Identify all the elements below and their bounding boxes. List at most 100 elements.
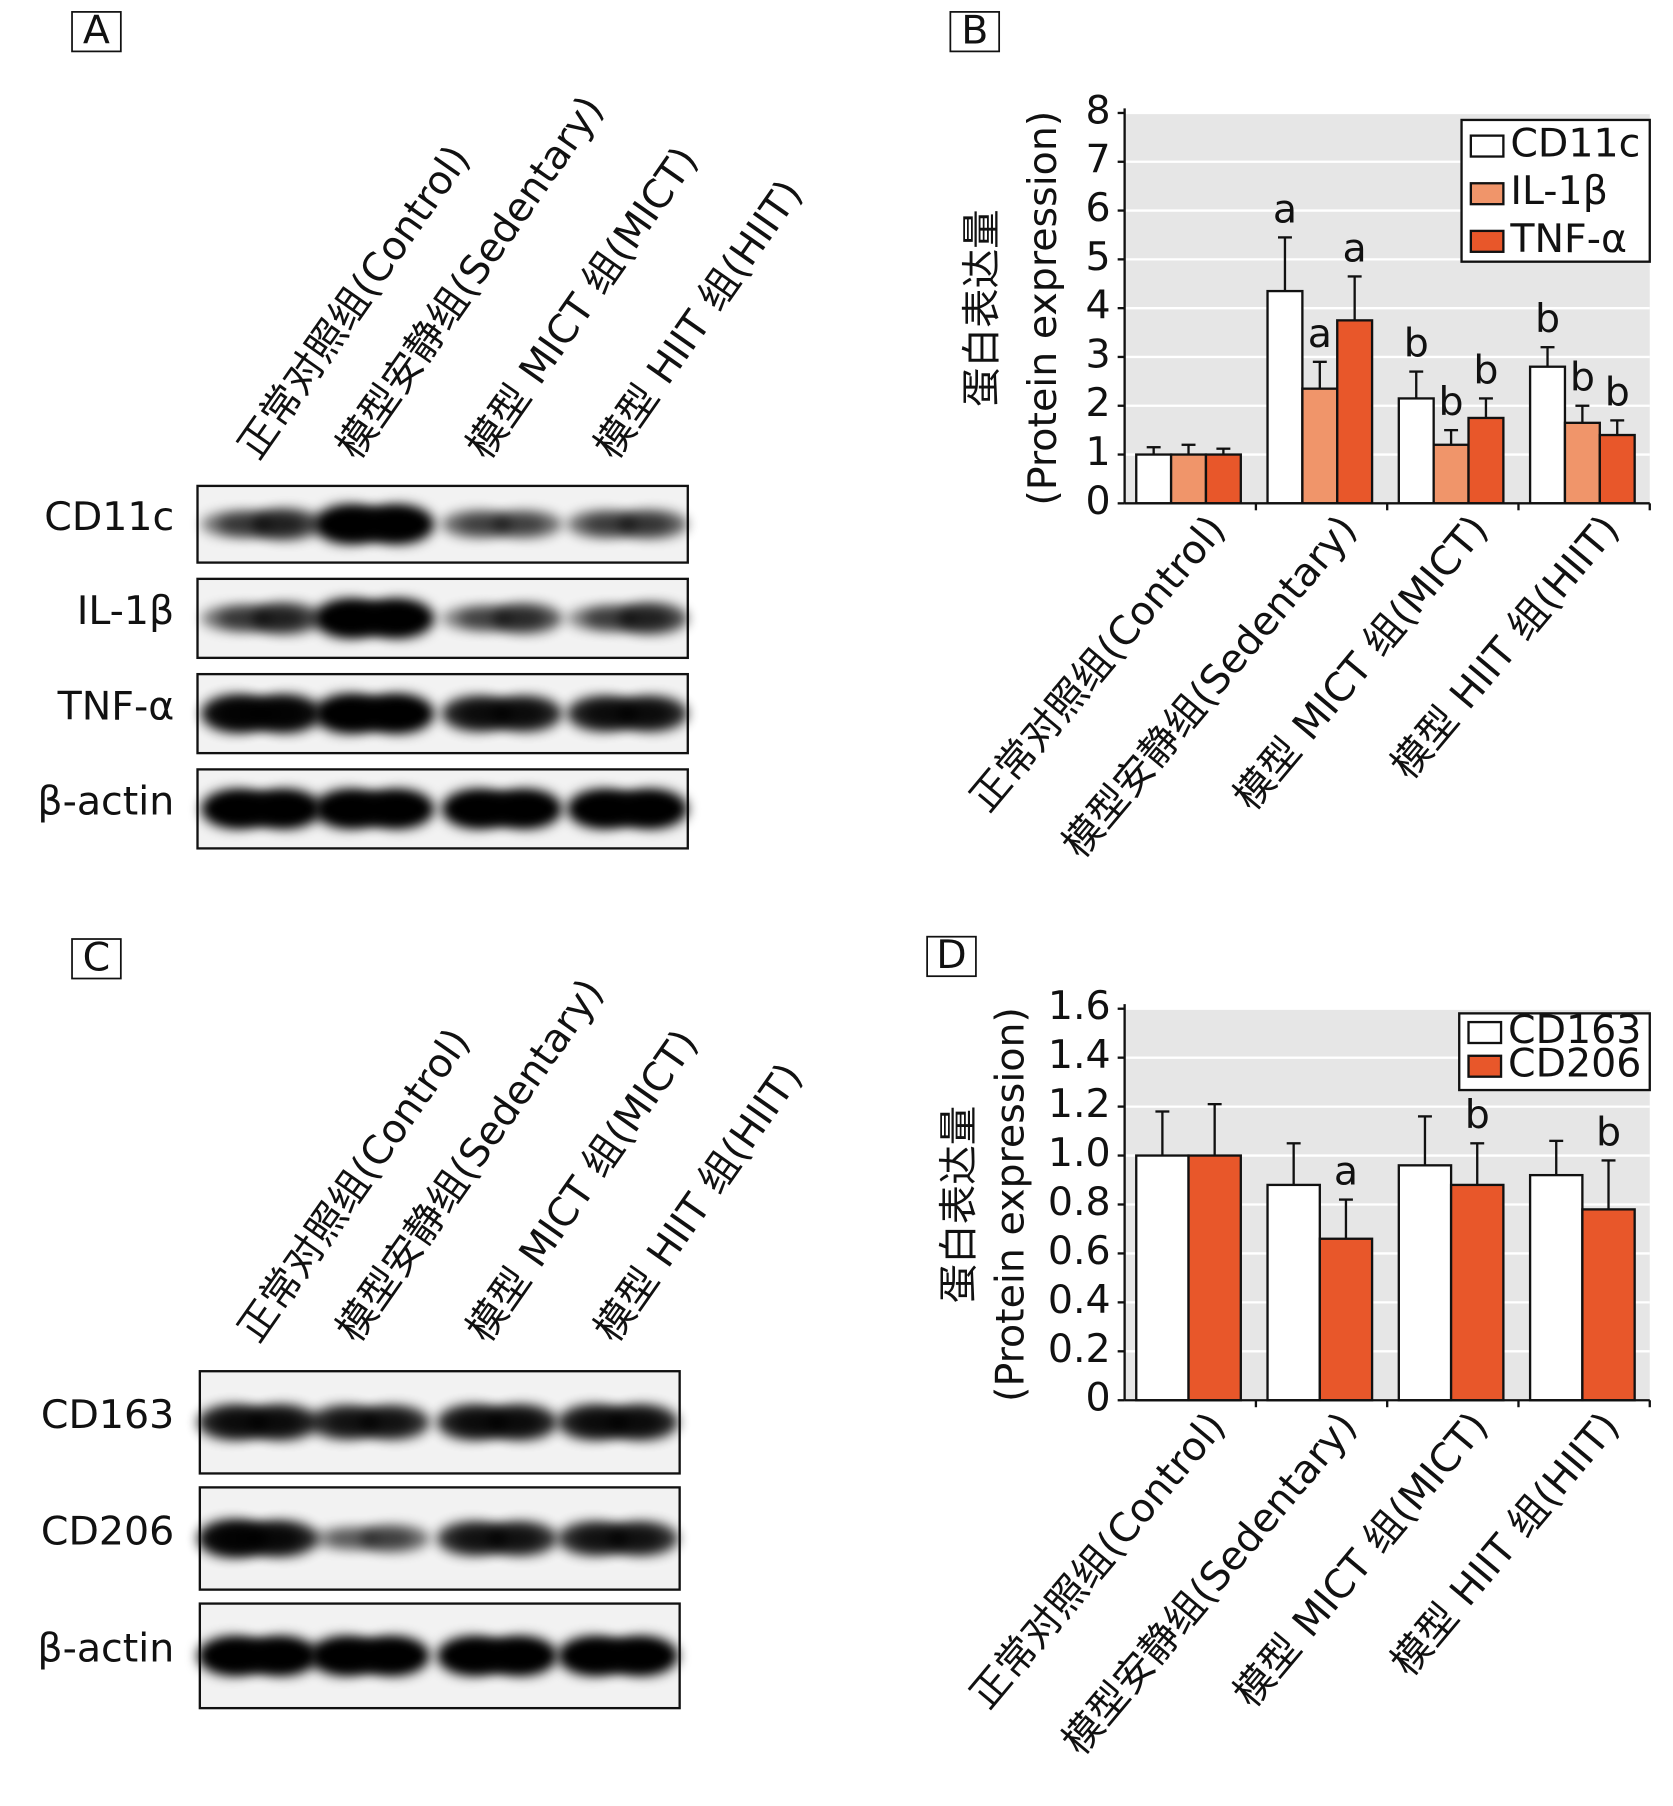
panel-box <box>71 11 122 53</box>
y-tick-label: 1.2 <box>1048 1081 1111 1127</box>
bar <box>1397 397 1435 505</box>
blot-band <box>325 1639 414 1673</box>
panel-label: A <box>83 7 110 53</box>
bar <box>1336 319 1374 505</box>
significance-label: b <box>1473 347 1498 393</box>
bar <box>1397 1164 1453 1402</box>
y-tick-label: 0.2 <box>1048 1326 1111 1372</box>
significance-label: a <box>1343 225 1367 271</box>
significance-label: a <box>1308 311 1332 357</box>
blot-band <box>457 513 547 536</box>
bar <box>1598 433 1636 505</box>
blot-band <box>329 792 419 826</box>
blot-band <box>453 1407 542 1437</box>
blot-band <box>217 605 306 632</box>
blot-band <box>573 1407 663 1437</box>
bar <box>1432 443 1470 505</box>
legend-label: CD11c <box>1510 121 1640 167</box>
significance-label: b <box>1404 321 1429 367</box>
lane-label: 模型 MICT 组(MICT) <box>458 139 708 468</box>
bar <box>1135 453 1173 505</box>
panel-box <box>71 938 122 980</box>
bar <box>1528 1173 1584 1402</box>
y-tick-label: 8 <box>1086 87 1111 133</box>
panel-label: D <box>936 932 966 978</box>
panel-box <box>949 11 1001 53</box>
y-axis-title: (Protein expression) <box>988 1007 1034 1402</box>
y-tick-label: 5 <box>1086 234 1111 280</box>
bar <box>1581 1208 1636 1402</box>
panel-box <box>926 935 977 978</box>
bar <box>1449 1183 1505 1402</box>
blot-band <box>329 602 419 635</box>
blot-band <box>213 1639 303 1673</box>
blot-band <box>583 605 672 632</box>
y-tick-label: 4 <box>1086 283 1111 329</box>
blot-band <box>329 507 419 541</box>
bar <box>1266 289 1304 505</box>
y-tick-label: 1.0 <box>1048 1130 1111 1176</box>
bar <box>1204 453 1242 505</box>
legend-label: CD163 <box>1508 1007 1641 1053</box>
panel-label: B <box>961 7 988 53</box>
bar <box>1266 1183 1321 1402</box>
blot-band <box>453 1524 542 1553</box>
blot-band <box>213 1407 303 1437</box>
legend-swatch <box>1469 134 1505 158</box>
bar <box>1563 421 1601 505</box>
y-tick-label: 0 <box>1086 1375 1111 1421</box>
legend-swatch <box>1467 1020 1503 1045</box>
blot-band <box>457 792 547 826</box>
significance-label: b <box>1439 379 1464 425</box>
significance-label: a <box>1334 1149 1358 1195</box>
y-tick-label: 2 <box>1086 380 1111 426</box>
bar <box>1318 1237 1374 1402</box>
blot-band <box>573 1639 663 1673</box>
significance-label: b <box>1465 1092 1490 1138</box>
x-tick-label: 模型 HIIT 组(HIIT) <box>1382 507 1629 788</box>
y-tick-label: 1.6 <box>1048 983 1111 1029</box>
x-tick-label: 正常对照组(Control) <box>961 507 1235 821</box>
legend-label: TNF-α <box>1509 216 1627 262</box>
blot-band <box>457 606 547 631</box>
significance-label: b <box>1605 369 1630 415</box>
bar <box>1187 1154 1242 1402</box>
y-tick-label: 7 <box>1086 136 1111 182</box>
y-tick-label: 6 <box>1086 185 1111 231</box>
blot-band <box>583 512 672 536</box>
protein-label: β-actin <box>37 779 174 825</box>
legend-swatch <box>1469 182 1505 206</box>
blot-band <box>329 697 419 730</box>
blot-band <box>325 1527 414 1550</box>
y-tick-label: 0.8 <box>1048 1179 1111 1225</box>
blot-band <box>573 1524 663 1553</box>
blot-band <box>583 699 672 729</box>
y-tick-label: 0 <box>1086 478 1111 524</box>
y-axis-title: 蛋白表达量 <box>936 1106 982 1304</box>
protein-label: CD11c <box>44 494 174 540</box>
blot-band <box>217 792 306 826</box>
legend-swatch <box>1469 229 1505 253</box>
bar <box>1467 416 1505 505</box>
blot-band <box>217 511 306 538</box>
blot-band <box>213 1522 303 1555</box>
protein-label: TNF-α <box>57 683 175 729</box>
y-tick-label: 0.4 <box>1048 1277 1111 1323</box>
y-axis-title: 蛋白表达量 <box>960 209 1006 406</box>
x-tick-label: 模型 MICT 组(MICT) <box>1225 1404 1498 1716</box>
panel-label: C <box>83 934 111 980</box>
blot-band <box>453 1639 542 1673</box>
significance-label: a <box>1273 186 1297 232</box>
blot-band <box>583 792 672 826</box>
lane-label: 模型 MICT 组(MICT) <box>458 1022 708 1351</box>
bar <box>1135 1154 1190 1402</box>
y-tick-label: 3 <box>1086 331 1111 377</box>
protein-label: IL-1β <box>77 588 175 634</box>
significance-label: b <box>1596 1109 1621 1155</box>
protein-label: CD163 <box>41 1392 174 1438</box>
bar <box>1528 365 1567 505</box>
y-tick-label: 0.6 <box>1048 1228 1111 1274</box>
blot-band <box>457 699 547 729</box>
blot-band <box>325 1408 414 1437</box>
